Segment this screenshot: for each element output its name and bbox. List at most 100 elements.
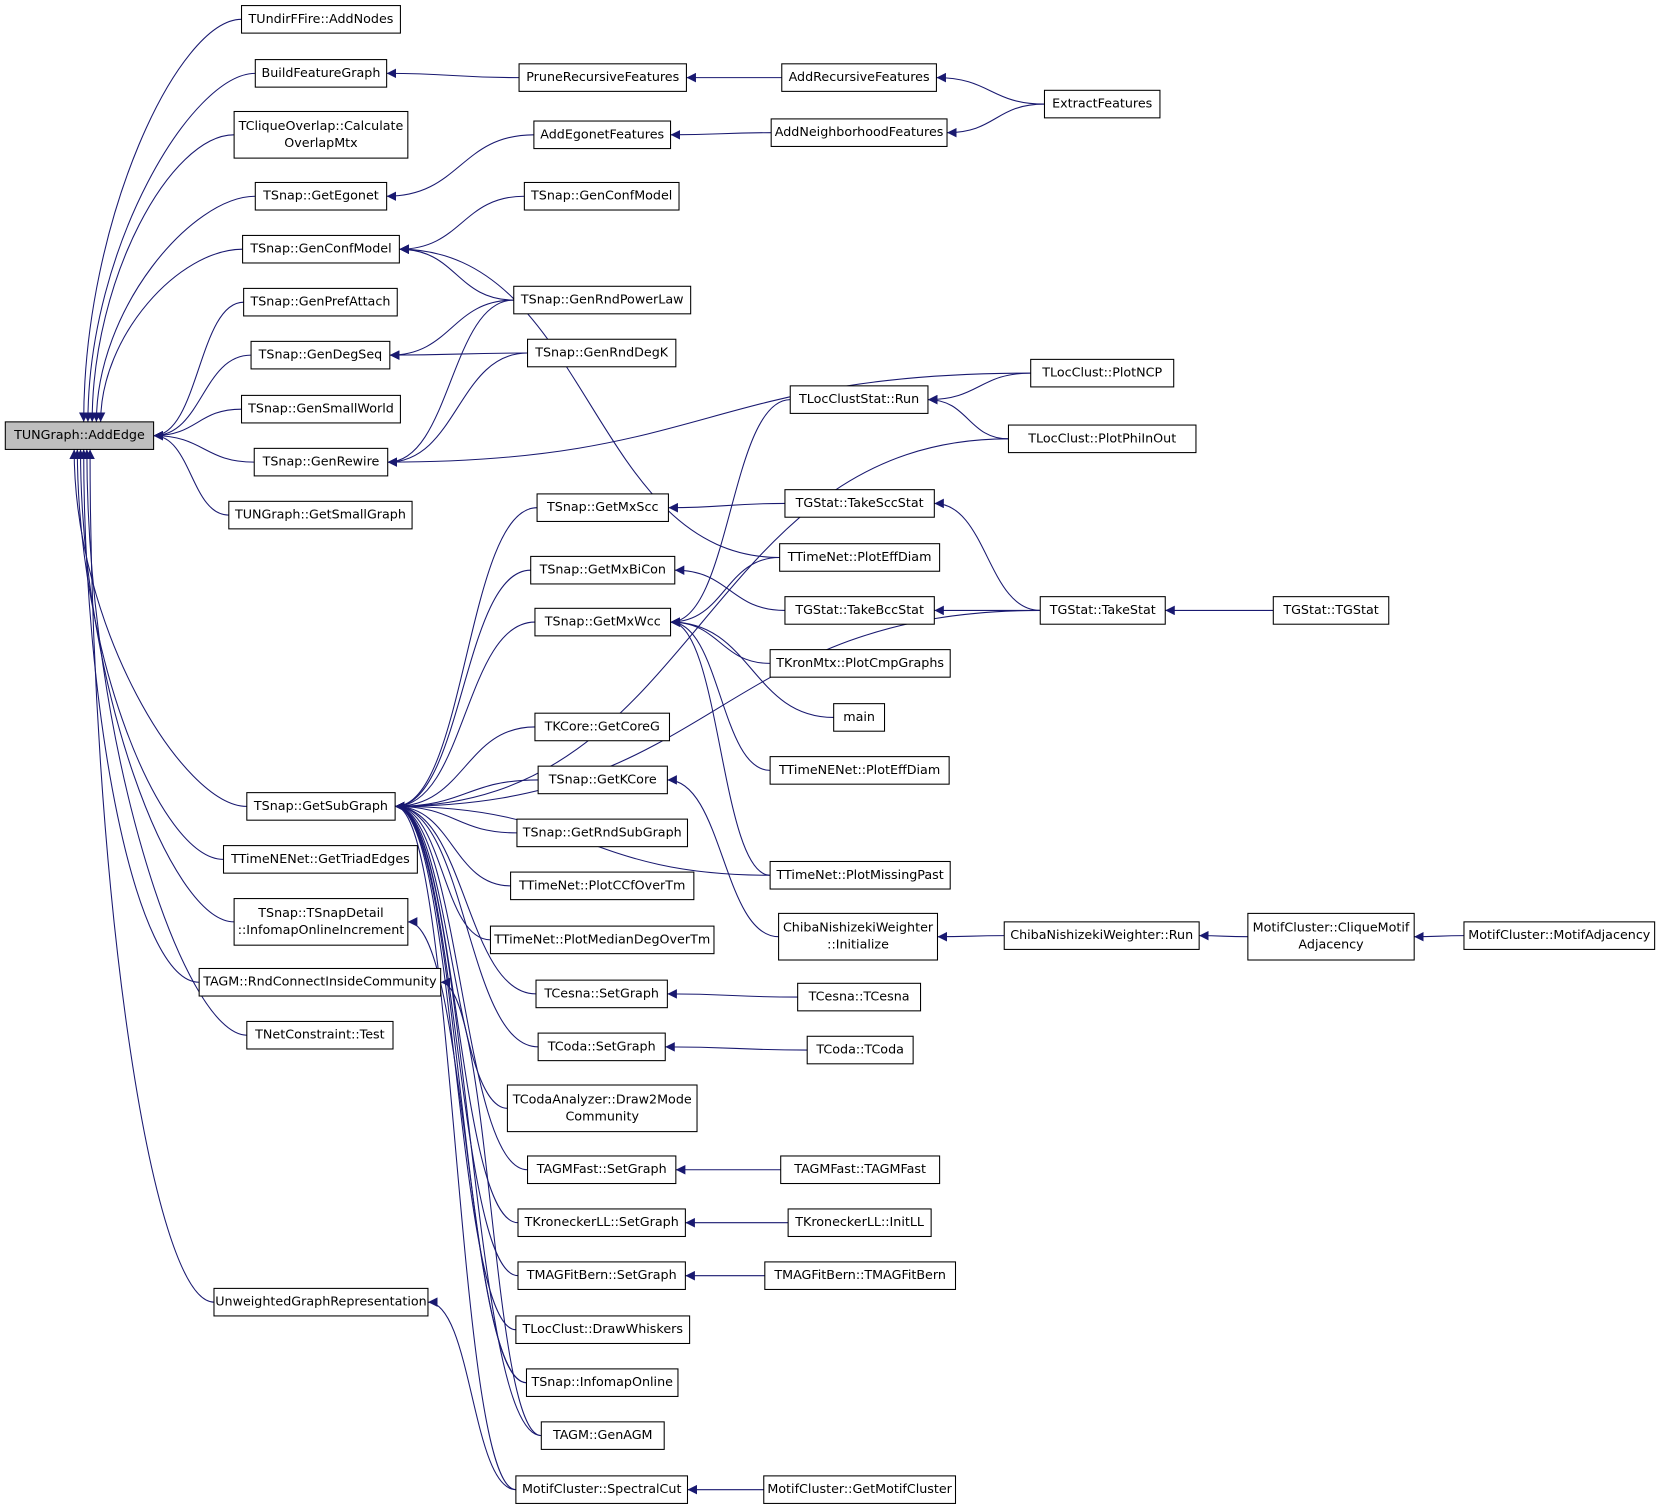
graph-node[interactable]: TSnap::GetEgonet: [254, 181, 388, 211]
node-label: TSnap::GetMxBiCon: [539, 562, 666, 577]
node-label: Community: [565, 1108, 639, 1123]
graph-node[interactable]: TLocClustStat::Run: [789, 385, 929, 414]
graph-node[interactable]: TGStat::TakeStat: [1039, 596, 1166, 625]
node-label: MotifCluster::SpectralCut: [522, 1481, 682, 1496]
call-edge: [395, 801, 517, 834]
graph-node[interactable]: TKroneckerLL::SetGraph: [517, 1208, 686, 1238]
graph-node[interactable]: TCoda::SetGraph: [537, 1032, 666, 1062]
graph-node[interactable]: TSnap::GetMxBiCon: [530, 555, 676, 585]
graph-node[interactable]: TGStat::TGStat: [1272, 596, 1390, 625]
graph-node[interactable]: AddEgonetFeatures: [533, 120, 672, 150]
graph-node[interactable]: TTimeNet::PlotMissingPast: [769, 860, 951, 890]
node-label: AddNeighborhoodFeatures: [775, 124, 944, 139]
graph-node[interactable]: TNetConstraint::Test: [246, 1020, 394, 1050]
graph-node[interactable]: TLocClust::PlotPhiInOut: [1007, 424, 1197, 454]
call-edge: [82, 449, 247, 1036]
call-edge: [75, 449, 235, 923]
node-box: [1039, 596, 1166, 625]
node-box: [1463, 921, 1656, 950]
graph-node[interactable]: TTimeNENet::GetTriadEdges: [222, 845, 418, 874]
graph-node[interactable]: TSnap::GetSubGraph: [246, 792, 396, 821]
graph-node[interactable]: MotifCluster::GetMotifCluster: [763, 1475, 957, 1504]
graph-node[interactable]: TSnap::GetMxScc: [536, 493, 669, 522]
graph-node[interactable]: main: [833, 703, 886, 732]
graph-node[interactable]: TCesna::TCesna: [797, 982, 922, 1012]
call-edge: [668, 502, 785, 513]
graph-node[interactable]: TSnap::GenDegSeq: [250, 340, 391, 370]
graph-node[interactable]: BuildFeatureGraph: [254, 59, 388, 88]
graph-node[interactable]: TTimeNENet::PlotEffDiam: [769, 756, 950, 785]
graph-node[interactable]: MotifCluster::SpectralCut: [515, 1475, 689, 1504]
call-edge: [395, 569, 531, 812]
graph-node[interactable]: ChibaNishizekiWeighter::Initialize: [778, 912, 939, 961]
node-label: TCoda::SetGraph: [547, 1038, 656, 1053]
node-box: [763, 1475, 957, 1504]
node-box: [527, 1155, 677, 1185]
graph-node[interactable]: TSnap::GenSmallWorld: [240, 394, 401, 424]
graph-node[interactable]: TAGM::RndConnectInsideCommunity: [198, 967, 442, 997]
graph-node[interactable]: TSnap::GenRndPowerLaw: [513, 285, 692, 315]
graph-node[interactable]: TAGM::GenAGM: [540, 1421, 665, 1450]
graph-node[interactable]: PruneRecursiveFeatures: [518, 63, 687, 92]
node-label: TSnap::GetEgonet: [262, 188, 379, 203]
node-label: TLocClust::DrawWhiskers: [522, 1321, 683, 1336]
graph-node[interactable]: TSnap::GetRndSubGraph: [516, 818, 689, 848]
graph-node[interactable]: TTimeNet::PlotCCfOverTm: [510, 871, 695, 901]
graph-node[interactable]: TSnap::GetMxWcc: [534, 607, 672, 637]
graph-node[interactable]: TLocClust::PlotNCP: [1030, 358, 1175, 388]
node-label: TAGM::GenAGM: [552, 1427, 653, 1442]
call-edge: [387, 299, 514, 467]
graph-node[interactable]: TSnap::GenConfModel: [523, 181, 680, 211]
graph-node[interactable]: TKronMtx::PlotCmpGraphs: [769, 649, 951, 678]
graph-node[interactable]: TSnap::GetKCore: [537, 765, 668, 795]
graph-node[interactable]: TTimeNet::PlotMedianDegOverTm: [489, 925, 715, 955]
graph-node[interactable]: TKCore::GetCoreG: [534, 712, 671, 742]
call-edge: [395, 779, 539, 812]
graph-node[interactable]: ExtractFeatures: [1043, 89, 1161, 119]
node-label: PruneRecursiveFeatures: [526, 69, 679, 84]
graph-node[interactable]: ChibaNishizekiWeighter::Run: [1003, 921, 1200, 950]
graph-node[interactable]: TTimeNet::PlotEffDiam: [779, 543, 941, 572]
graph-node[interactable]: TGStat::TakeBccStat: [784, 596, 935, 625]
node-box: [764, 1261, 957, 1290]
node-label: TSnap::GetKCore: [548, 771, 657, 786]
edges: [69, 18, 1464, 1495]
node-box: [833, 703, 886, 732]
node-label: TCliqueOverlap::Calculate: [238, 118, 404, 133]
graph-node[interactable]: TUndirFFire::AddNodes: [240, 5, 401, 34]
node-label: TSnap::GetSubGraph: [253, 798, 388, 813]
call-edge: [91, 195, 256, 422]
graph-node[interactable]: TSnap::GenConfModel: [242, 234, 400, 264]
graph-node[interactable]: TMAGFitBern::TMAGFitBern: [764, 1261, 957, 1290]
graph-node[interactable]: TSnap::GenRewire: [253, 447, 389, 477]
graph-node[interactable]: TSnap::TSnapDetail::InfomapOnlineIncreme…: [233, 898, 409, 946]
graph-node[interactable]: TGStat::TakeSccStat: [784, 489, 935, 518]
graph-node[interactable]: TUNGraph::AddEdge: [4, 421, 155, 450]
graph-node[interactable]: MotifCluster::MotifAdjacency: [1463, 921, 1656, 950]
call-edge: [85, 449, 214, 1303]
call-edge: [87, 134, 235, 422]
graph-node[interactable]: UnweightedGraphRepresentation: [213, 1287, 429, 1317]
graph-node[interactable]: TMAGFitBern::SetGraph: [517, 1261, 686, 1290]
graph-node[interactable]: TAGMFast::TAGMFast: [780, 1155, 941, 1185]
node-box: [789, 385, 929, 414]
node-box: [233, 110, 409, 159]
graph-node[interactable]: TAGMFast::SetGraph: [527, 1155, 677, 1185]
graph-node[interactable]: TCesna::SetGraph: [535, 979, 668, 1009]
graph-node[interactable]: TSnap::GenRndDegK: [527, 338, 677, 368]
graph-node[interactable]: TLocClust::DrawWhiskers: [515, 1315, 691, 1345]
graph-node[interactable]: TCoda::TCoda: [806, 1035, 914, 1065]
graph-node[interactable]: TSnap::InfomapOnline: [525, 1368, 679, 1397]
graph-node[interactable]: TSnap::GenPrefAttach: [243, 287, 398, 317]
node-label: TSnap::GetMxWcc: [544, 614, 661, 629]
call-edge: [1199, 930, 1248, 941]
graph-node[interactable]: TUNGraph::GetSmallGraph: [228, 500, 413, 530]
call-edge: [389, 299, 514, 360]
graph-node[interactable]: AddRecursiveFeatures: [781, 63, 937, 92]
graph-node[interactable]: AddNeighborhoodFeatures: [770, 118, 948, 147]
graph-node[interactable]: TKroneckerLL::InitLL: [787, 1208, 932, 1238]
node-label: Adjacency: [1298, 937, 1364, 952]
